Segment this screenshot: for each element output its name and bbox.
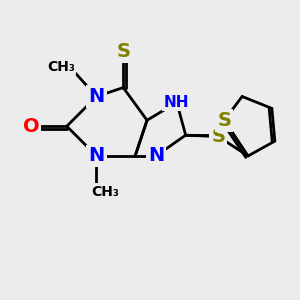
Text: NH: NH [164, 95, 190, 110]
Text: S: S [116, 42, 130, 62]
Text: S: S [212, 127, 225, 146]
Text: N: N [148, 146, 164, 165]
Text: S: S [217, 111, 231, 130]
Text: O: O [23, 117, 39, 136]
Text: N: N [88, 146, 105, 165]
Text: N: N [88, 87, 105, 106]
Text: CH₃: CH₃ [92, 184, 119, 199]
Text: CH₃: CH₃ [47, 60, 75, 74]
